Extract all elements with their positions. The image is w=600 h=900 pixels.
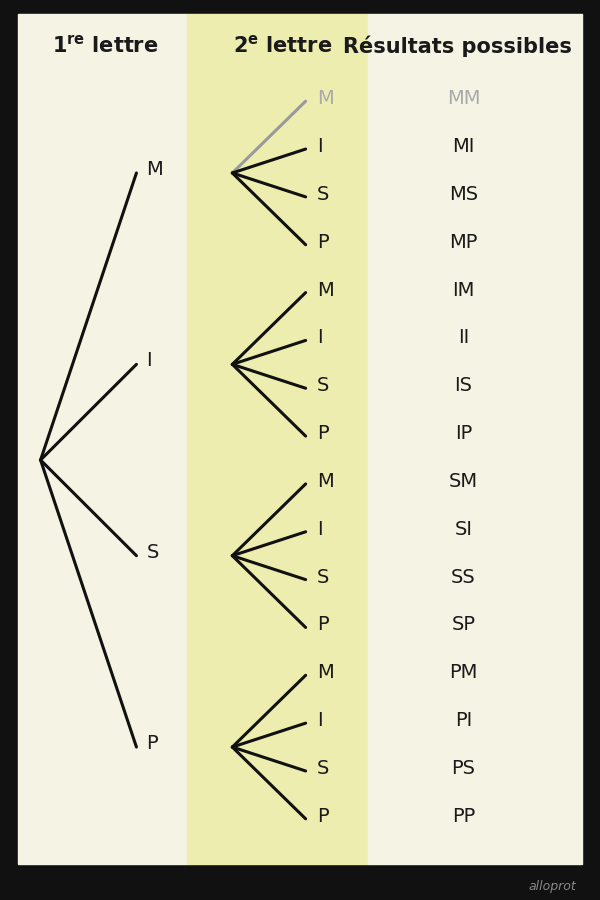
- Text: IS: IS: [455, 376, 473, 395]
- Text: I: I: [317, 328, 323, 347]
- Text: SP: SP: [452, 616, 476, 634]
- Text: PP: PP: [452, 806, 475, 826]
- Text: MI: MI: [452, 137, 475, 156]
- Text: IP: IP: [455, 424, 472, 443]
- Text: alloprot: alloprot: [528, 880, 576, 893]
- Text: SI: SI: [455, 519, 473, 539]
- Text: PM: PM: [449, 663, 478, 682]
- Text: PI: PI: [455, 711, 472, 730]
- Bar: [187, 14, 368, 864]
- Text: P: P: [317, 233, 329, 252]
- Text: P: P: [146, 734, 158, 753]
- Text: M: M: [146, 160, 163, 179]
- Text: SS: SS: [451, 568, 476, 587]
- Text: MP: MP: [449, 233, 478, 252]
- Text: S: S: [317, 568, 329, 587]
- Text: SM: SM: [449, 472, 478, 491]
- Text: I: I: [317, 711, 323, 730]
- Text: M: M: [317, 89, 334, 108]
- Bar: [18, 14, 187, 864]
- Text: I: I: [317, 519, 323, 539]
- Text: IM: IM: [452, 281, 475, 300]
- Text: MM: MM: [447, 89, 481, 108]
- Text: MS: MS: [449, 184, 478, 203]
- Text: P: P: [317, 424, 329, 443]
- Text: P: P: [317, 806, 329, 826]
- Text: I: I: [317, 137, 323, 156]
- Text: S: S: [317, 184, 329, 203]
- Text: 2$^\mathregular{e}$ lettre: 2$^\mathregular{e}$ lettre: [233, 35, 333, 57]
- Text: M: M: [317, 281, 334, 300]
- Text: M: M: [317, 472, 334, 491]
- Text: I: I: [146, 351, 152, 371]
- Text: S: S: [317, 376, 329, 395]
- Text: PS: PS: [452, 759, 476, 778]
- Text: P: P: [317, 616, 329, 634]
- Text: S: S: [317, 759, 329, 778]
- Text: 1$^\mathregular{re}$ lettre: 1$^\mathregular{re}$ lettre: [52, 35, 158, 57]
- Text: II: II: [458, 328, 469, 347]
- Text: M: M: [317, 663, 334, 682]
- Text: S: S: [146, 543, 159, 562]
- Bar: [368, 14, 582, 864]
- Text: Résultats possibles: Résultats possibles: [343, 35, 572, 57]
